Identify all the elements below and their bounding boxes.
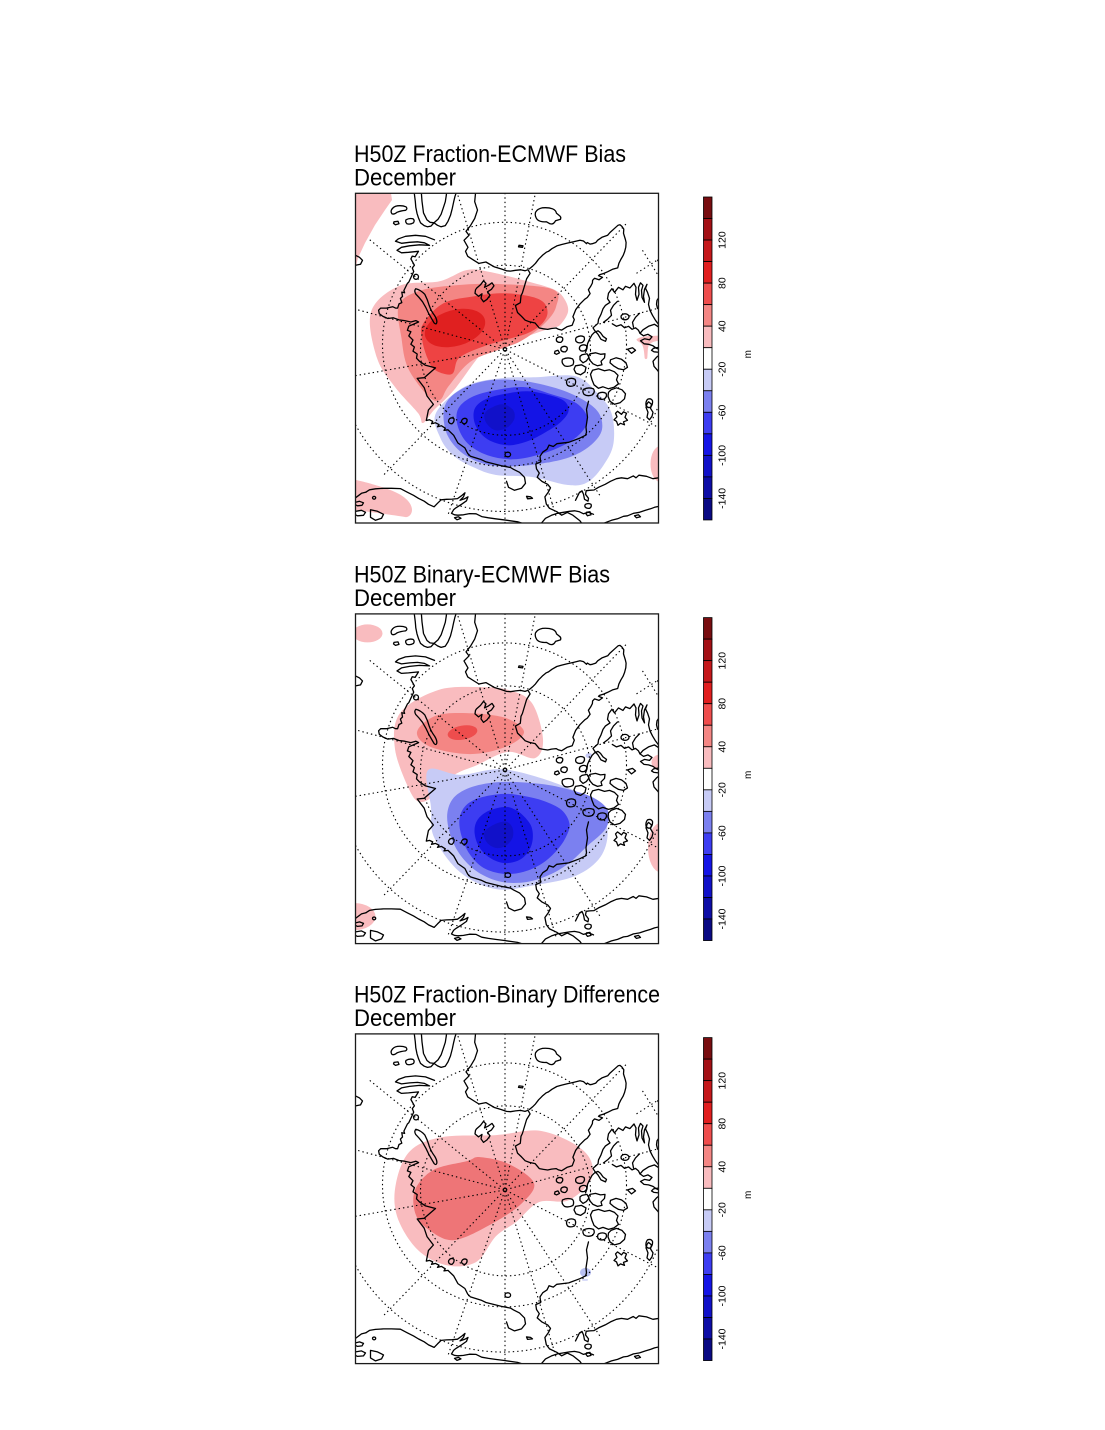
svg-text:December: December (354, 1005, 456, 1032)
svg-text:-60: -60 (717, 825, 729, 840)
svg-text:120: 120 (717, 1072, 729, 1090)
svg-text:m: m (743, 350, 754, 358)
svg-text:80: 80 (717, 1118, 729, 1130)
svg-text:December: December (354, 585, 456, 612)
svg-text:40: 40 (717, 741, 729, 753)
svg-text:40: 40 (717, 320, 729, 332)
svg-text:m: m (743, 1191, 754, 1199)
svg-text:120: 120 (717, 652, 729, 670)
svg-text:-100: -100 (717, 445, 729, 466)
svg-text:H50Z Binary-ECMWF Bias: H50Z Binary-ECMWF Bias (354, 562, 610, 589)
svg-text:-20: -20 (717, 361, 729, 376)
svg-text:-140: -140 (717, 908, 729, 929)
svg-text:-140: -140 (717, 488, 729, 509)
svg-text:-20: -20 (717, 1202, 729, 1217)
svg-text:80: 80 (717, 277, 729, 289)
svg-text:H50Z Fraction-Binary Differenc: H50Z Fraction-Binary Difference (354, 982, 660, 1009)
svg-text:-140: -140 (717, 1328, 729, 1349)
svg-text:40: 40 (717, 1161, 729, 1173)
svg-text:-20: -20 (717, 782, 729, 797)
svg-text:80: 80 (717, 698, 729, 710)
svg-text:-60: -60 (717, 1245, 729, 1260)
svg-text:120: 120 (717, 231, 729, 249)
svg-text:m: m (743, 771, 754, 779)
svg-text:H50Z Fraction-ECMWF Bias: H50Z Fraction-ECMWF Bias (354, 141, 626, 168)
svg-text:December: December (354, 165, 456, 192)
svg-text:-100: -100 (717, 1285, 729, 1306)
svg-text:-60: -60 (717, 405, 729, 420)
svg-text:-100: -100 (717, 865, 729, 886)
